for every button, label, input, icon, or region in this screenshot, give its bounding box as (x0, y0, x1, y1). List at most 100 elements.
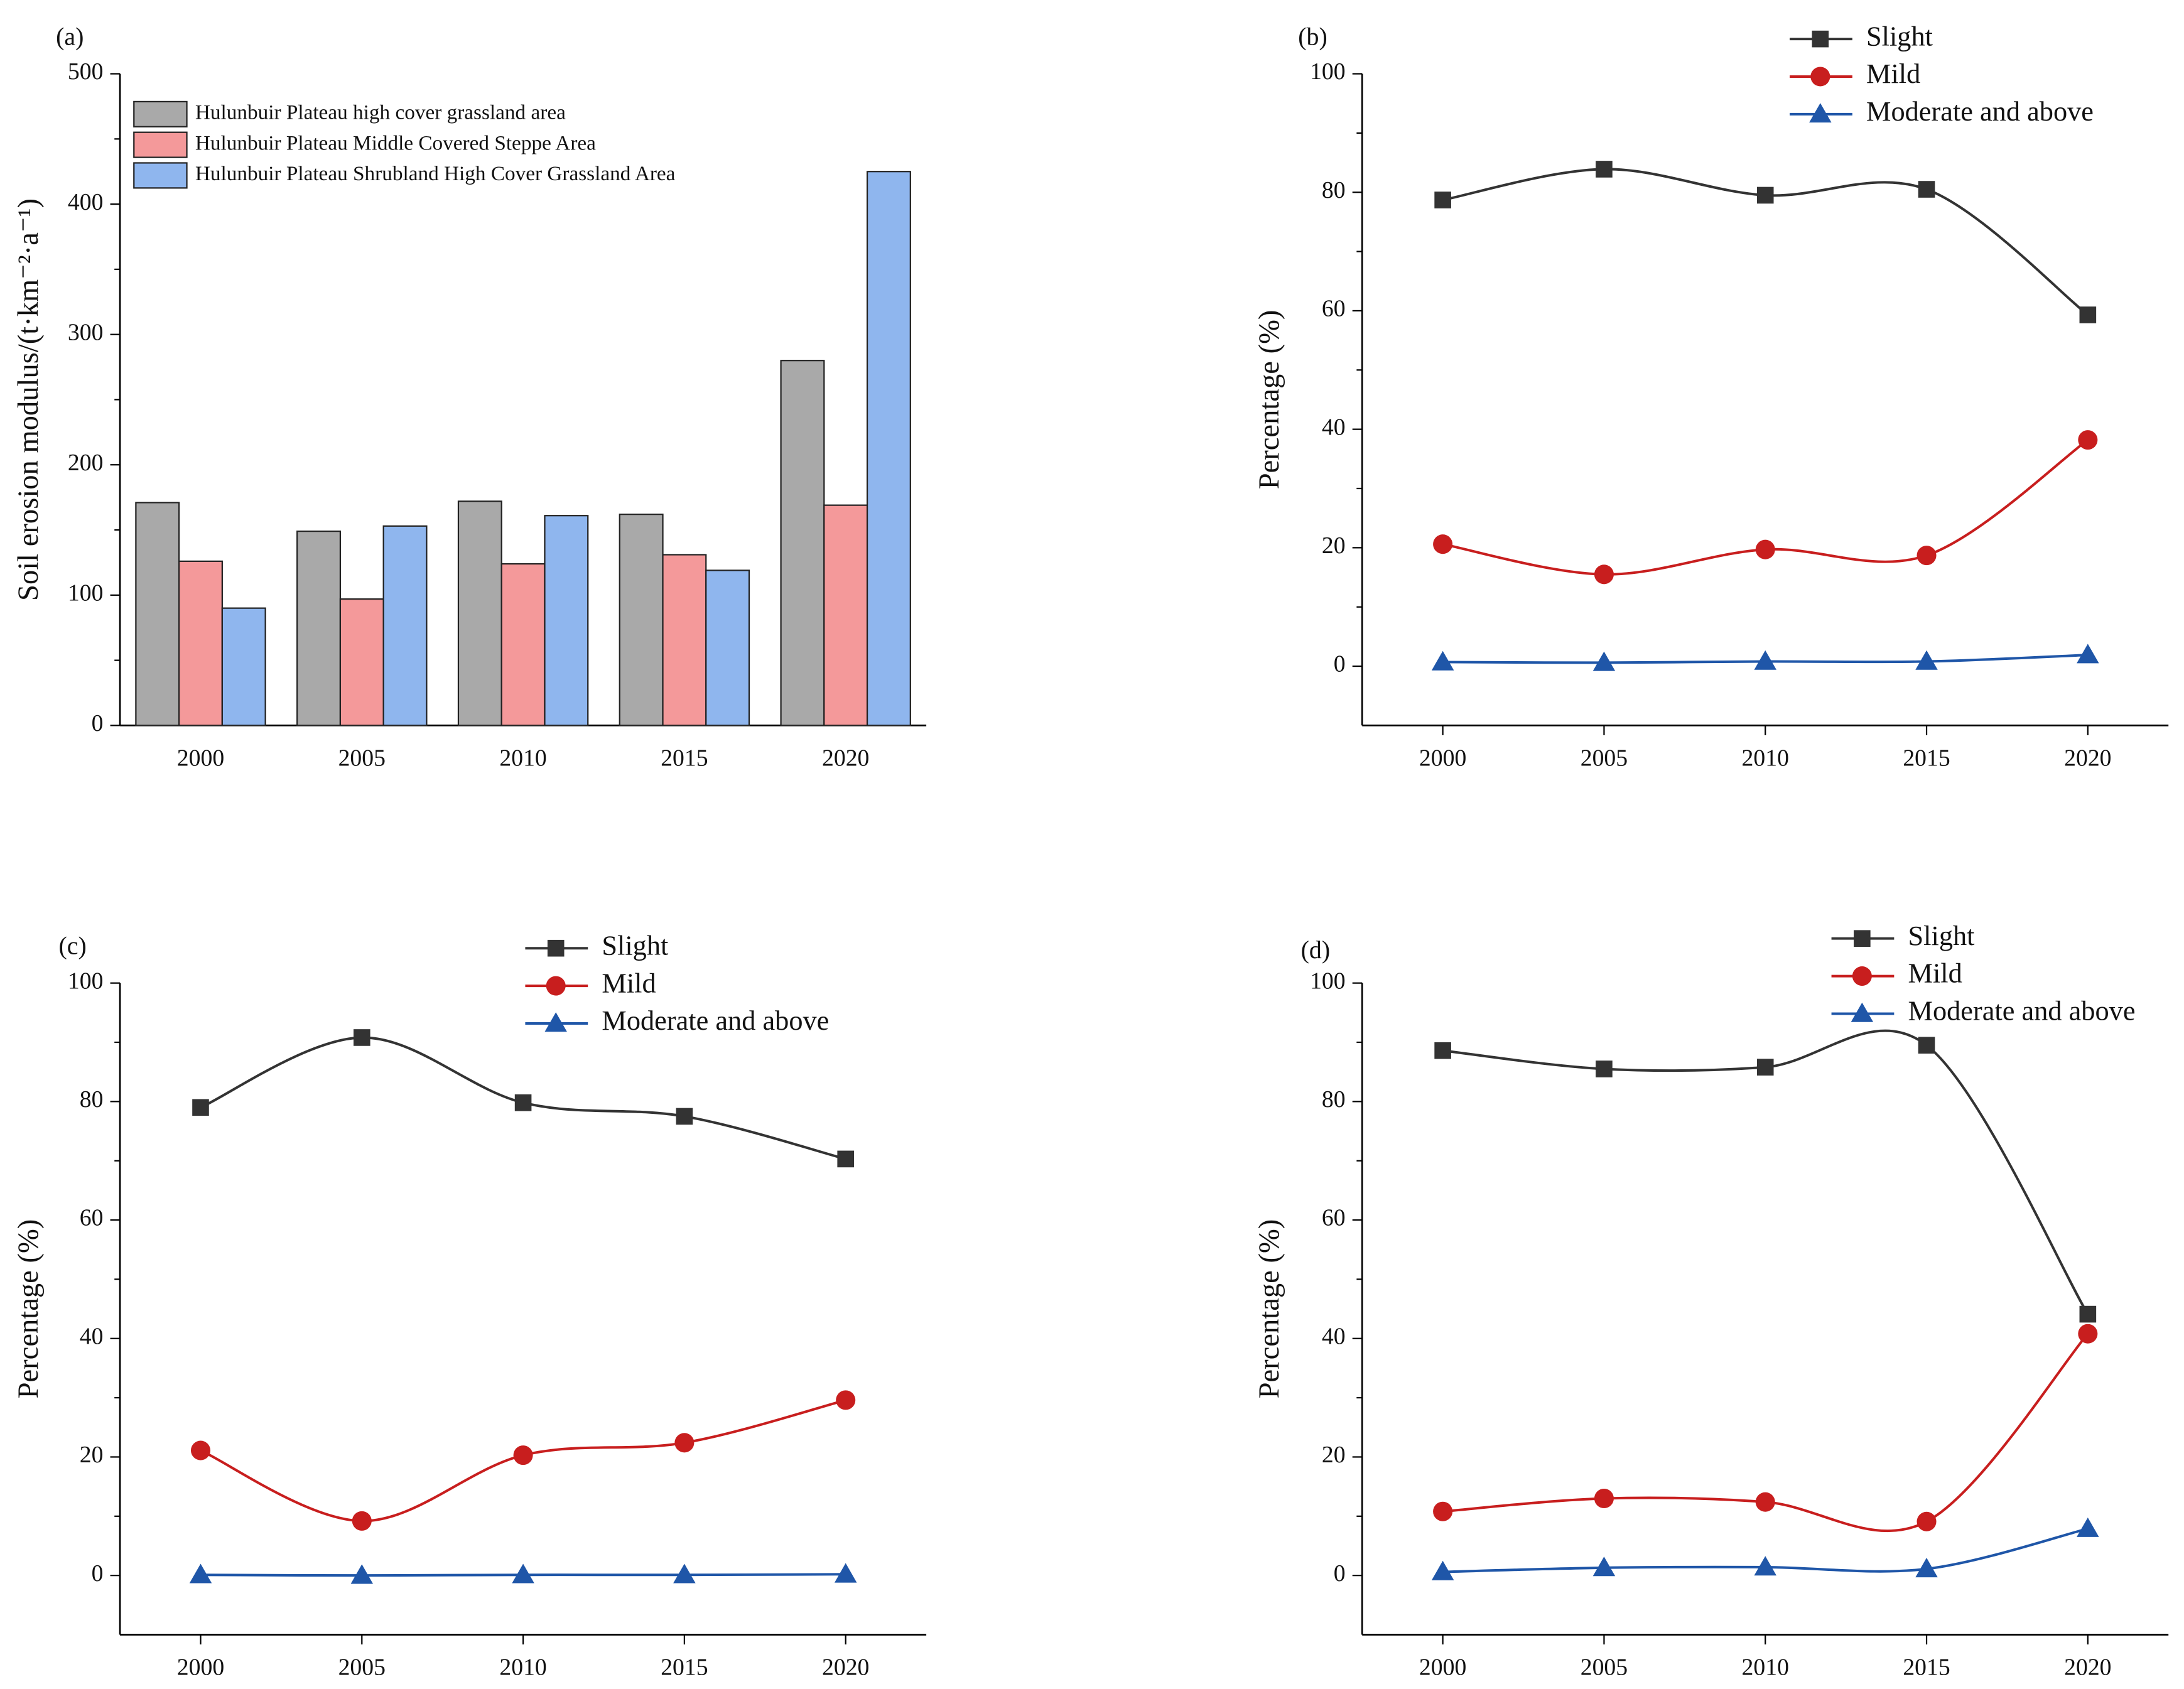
marker (190, 1440, 211, 1460)
marker (192, 1099, 209, 1116)
marker (1596, 1060, 1613, 1077)
marker (514, 1094, 532, 1111)
x-tick-label: 2005 (338, 745, 386, 771)
marker (836, 1390, 856, 1410)
marker (1755, 1492, 1775, 1512)
y-tick-label: 60 (80, 1205, 104, 1231)
y-axis-label: Soil erosion modulus/(t·km⁻²·a⁻¹) (13, 198, 45, 601)
marker (676, 1108, 693, 1125)
bar (135, 502, 180, 726)
x-tick-label: 2010 (499, 1654, 546, 1681)
y-tick-label: 60 (1322, 296, 1346, 322)
series-line (1442, 1029, 2089, 1315)
y-tick-label: 200 (68, 450, 104, 476)
panel-label: (a) (56, 22, 84, 50)
marker (513, 1445, 533, 1465)
marker (834, 1563, 857, 1583)
legend-marker (547, 939, 565, 957)
x-tick-label: 2000 (1419, 1654, 1466, 1681)
marker (1433, 1501, 1453, 1521)
legend-label: Hulunbuir Plateau Shrubland High Cover G… (195, 162, 676, 185)
marker (2079, 306, 2097, 323)
legend-label: Moderate and above (602, 1005, 829, 1036)
legend-marker (1852, 966, 1872, 986)
x-tick-label: 2020 (2064, 1654, 2111, 1681)
y-tick-label: 0 (92, 710, 104, 737)
x-tick-label: 2015 (661, 745, 708, 771)
bar (780, 360, 825, 726)
y-tick-label: 400 (68, 189, 104, 215)
legend-marker (546, 976, 566, 996)
panel-label: (b) (1298, 22, 1327, 50)
x-tick-label: 2015 (661, 1654, 708, 1681)
marker (2077, 1517, 2099, 1537)
marker (1754, 650, 1776, 670)
legend-marker (1810, 67, 1830, 87)
legend-label: Moderate and above (1908, 995, 2136, 1027)
y-tick-label: 40 (80, 1323, 104, 1349)
marker (1434, 192, 1451, 208)
panel-label: (c) (59, 931, 87, 959)
y-tick-label: 20 (1322, 1442, 1346, 1468)
y-tick-label: 0 (1334, 651, 1346, 677)
legend-label: Mild (602, 967, 656, 998)
legend-marker (1851, 1002, 1874, 1022)
marker (1756, 186, 1774, 204)
x-tick-label: 2010 (1742, 745, 1789, 771)
legend-label: Hulunbuir Plateau Middle Covered Steppe … (195, 131, 596, 154)
bar (382, 525, 428, 726)
y-axis-label: Percentage (%) (1253, 1219, 1285, 1399)
legend-label: Slight (1908, 920, 1976, 951)
marker (837, 1150, 855, 1168)
legend-swatch (133, 100, 188, 127)
marker (350, 1564, 374, 1584)
marker (1594, 564, 1614, 585)
marker (1596, 161, 1613, 178)
legend-label: Slight (1866, 20, 1933, 51)
marker (1915, 1558, 1938, 1578)
x-tick-label: 2010 (499, 745, 546, 771)
legend-marker (1812, 30, 1829, 48)
x-tick-label: 2000 (177, 1654, 224, 1681)
marker (1592, 651, 1616, 671)
marker (2077, 644, 2099, 664)
y-tick-label: 40 (1322, 1323, 1346, 1349)
y-tick-label: 20 (80, 1442, 104, 1468)
marker (1754, 1556, 1776, 1576)
y-tick-label: 80 (80, 1086, 104, 1113)
y-tick-label: 60 (1322, 1205, 1346, 1231)
x-tick-label: 2005 (1581, 745, 1628, 771)
marker (1918, 1037, 1935, 1054)
legend-label: Hulunbuir Plateau high cover grassland a… (195, 100, 566, 124)
marker (1755, 539, 1775, 559)
legend-swatch (133, 131, 188, 158)
marker (189, 1563, 212, 1584)
marker (1431, 1560, 1454, 1580)
x-tick-label: 2015 (1903, 745, 1950, 771)
y-tick-label: 80 (1322, 177, 1346, 203)
y-tick-label: 300 (68, 319, 104, 345)
bar (705, 569, 750, 726)
y-tick-label: 500 (68, 58, 104, 85)
bar (296, 531, 342, 726)
y-axis-label: Percentage (%) (13, 1219, 45, 1399)
legend-marker (1809, 103, 1832, 123)
legend-marker (1854, 930, 1871, 947)
bar (823, 504, 868, 726)
marker (1915, 650, 1938, 670)
marker (1592, 1557, 1616, 1577)
bar (339, 598, 384, 726)
marker (2078, 1324, 2098, 1344)
marker (673, 1563, 696, 1584)
marker (674, 1433, 695, 1453)
legend-label: Moderate and above (1866, 95, 2094, 127)
marker (1431, 650, 1454, 671)
marker (1918, 181, 1935, 198)
y-tick-label: 80 (1322, 1086, 1346, 1113)
y-tick-label: 100 (1310, 58, 1346, 85)
y-tick-label: 100 (1310, 968, 1346, 994)
bar (221, 607, 266, 726)
panel-label: (d) (1301, 936, 1331, 964)
